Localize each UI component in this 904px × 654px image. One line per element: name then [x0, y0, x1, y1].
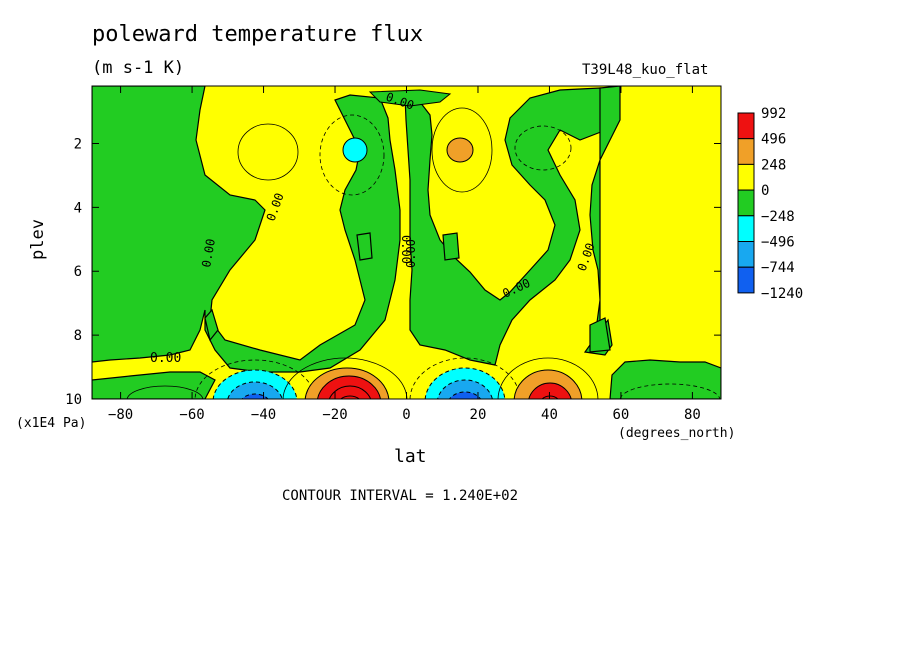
contour-label: 0.00 — [199, 238, 218, 269]
island-2 — [442, 232, 460, 261]
x-tick-label: −20 — [322, 407, 347, 423]
y-axis-units: (x1E4 Pa) — [16, 416, 87, 431]
region-negative-east — [583, 86, 621, 356]
x-tick-label: 80 — [684, 407, 701, 423]
legend-swatch — [737, 163, 755, 191]
legend-label: −744 — [761, 260, 795, 276]
legend-label: −496 — [761, 235, 795, 251]
contour-label: 0.00 — [150, 351, 181, 366]
upper-max-orange — [446, 137, 474, 163]
surface-min-center — [409, 357, 521, 399]
island-1 — [356, 232, 373, 261]
y-tick-label: 10 — [65, 392, 82, 408]
x-tick-label: 20 — [470, 407, 487, 423]
y-tick-label: 6 — [74, 264, 82, 280]
run-name: T39L48_kuo_flat — [582, 62, 709, 78]
x-axis-label: lat — [394, 446, 427, 467]
legend-swatch — [737, 266, 755, 294]
upper-min-cyan — [342, 137, 368, 163]
y-tick-label: 4 — [74, 200, 82, 216]
surface-max-south — [282, 357, 408, 399]
legend-label: −248 — [761, 209, 795, 225]
x-axis-units: (degrees_north) — [618, 426, 736, 441]
x-tick-label: −80 — [108, 407, 133, 423]
x-tick-label: −40 — [251, 407, 276, 423]
legend-label: 992 — [761, 106, 786, 122]
legend-swatch — [737, 189, 755, 217]
chart-title: poleward temperature flux — [92, 22, 424, 47]
legend-swatch — [737, 215, 755, 243]
top-band — [368, 89, 452, 107]
x-tick-label: 40 — [541, 407, 558, 423]
region-negative-west — [92, 86, 401, 373]
island-3 — [589, 317, 611, 353]
legend-swatch — [737, 138, 755, 165]
legend-label: 0 — [761, 183, 769, 199]
contour-interval: CONTOUR INTERVAL = 1.240E+02 — [282, 488, 519, 504]
y-tick-label: 8 — [74, 328, 82, 344]
island-4 — [204, 308, 219, 342]
contour-label: 0.00 — [399, 235, 413, 264]
y-tick-label: 2 — [74, 136, 82, 152]
color-legend: 992 496 248 0 −248 −496 −744 −1240 — [737, 106, 803, 302]
contour-upper-west — [237, 123, 299, 181]
x-tick-label: 60 — [613, 407, 630, 423]
axes: −80 −60 −40 −20 0 20 40 60 80 2 4 6 8 10 — [65, 86, 721, 423]
x-tick-label: 0 — [402, 407, 410, 423]
region-negative-north-surface — [609, 359, 721, 399]
legend-swatch — [737, 112, 755, 140]
contour-upper-west-min — [319, 114, 385, 196]
legend-swatch — [737, 241, 755, 268]
surface-min-west — [194, 359, 316, 399]
plot-area: 0.00 0.00 0.00 0.00 0.00 0.00 0.00 0.00 — [92, 86, 721, 399]
contour-label: 0.00 — [404, 239, 418, 268]
contour-upper-east — [514, 125, 572, 171]
contour-surface-south — [126, 385, 204, 399]
legend-label: 496 — [761, 132, 786, 148]
chart-units: (m s-1 K) — [92, 58, 185, 78]
x-tick-label: −60 — [179, 407, 204, 423]
contour-upper-east-max — [431, 107, 493, 193]
legend-label: −1240 — [761, 286, 803, 302]
surface-max-north — [497, 357, 599, 399]
legend-label: 248 — [761, 157, 786, 173]
region-negative-south-low — [92, 371, 216, 399]
